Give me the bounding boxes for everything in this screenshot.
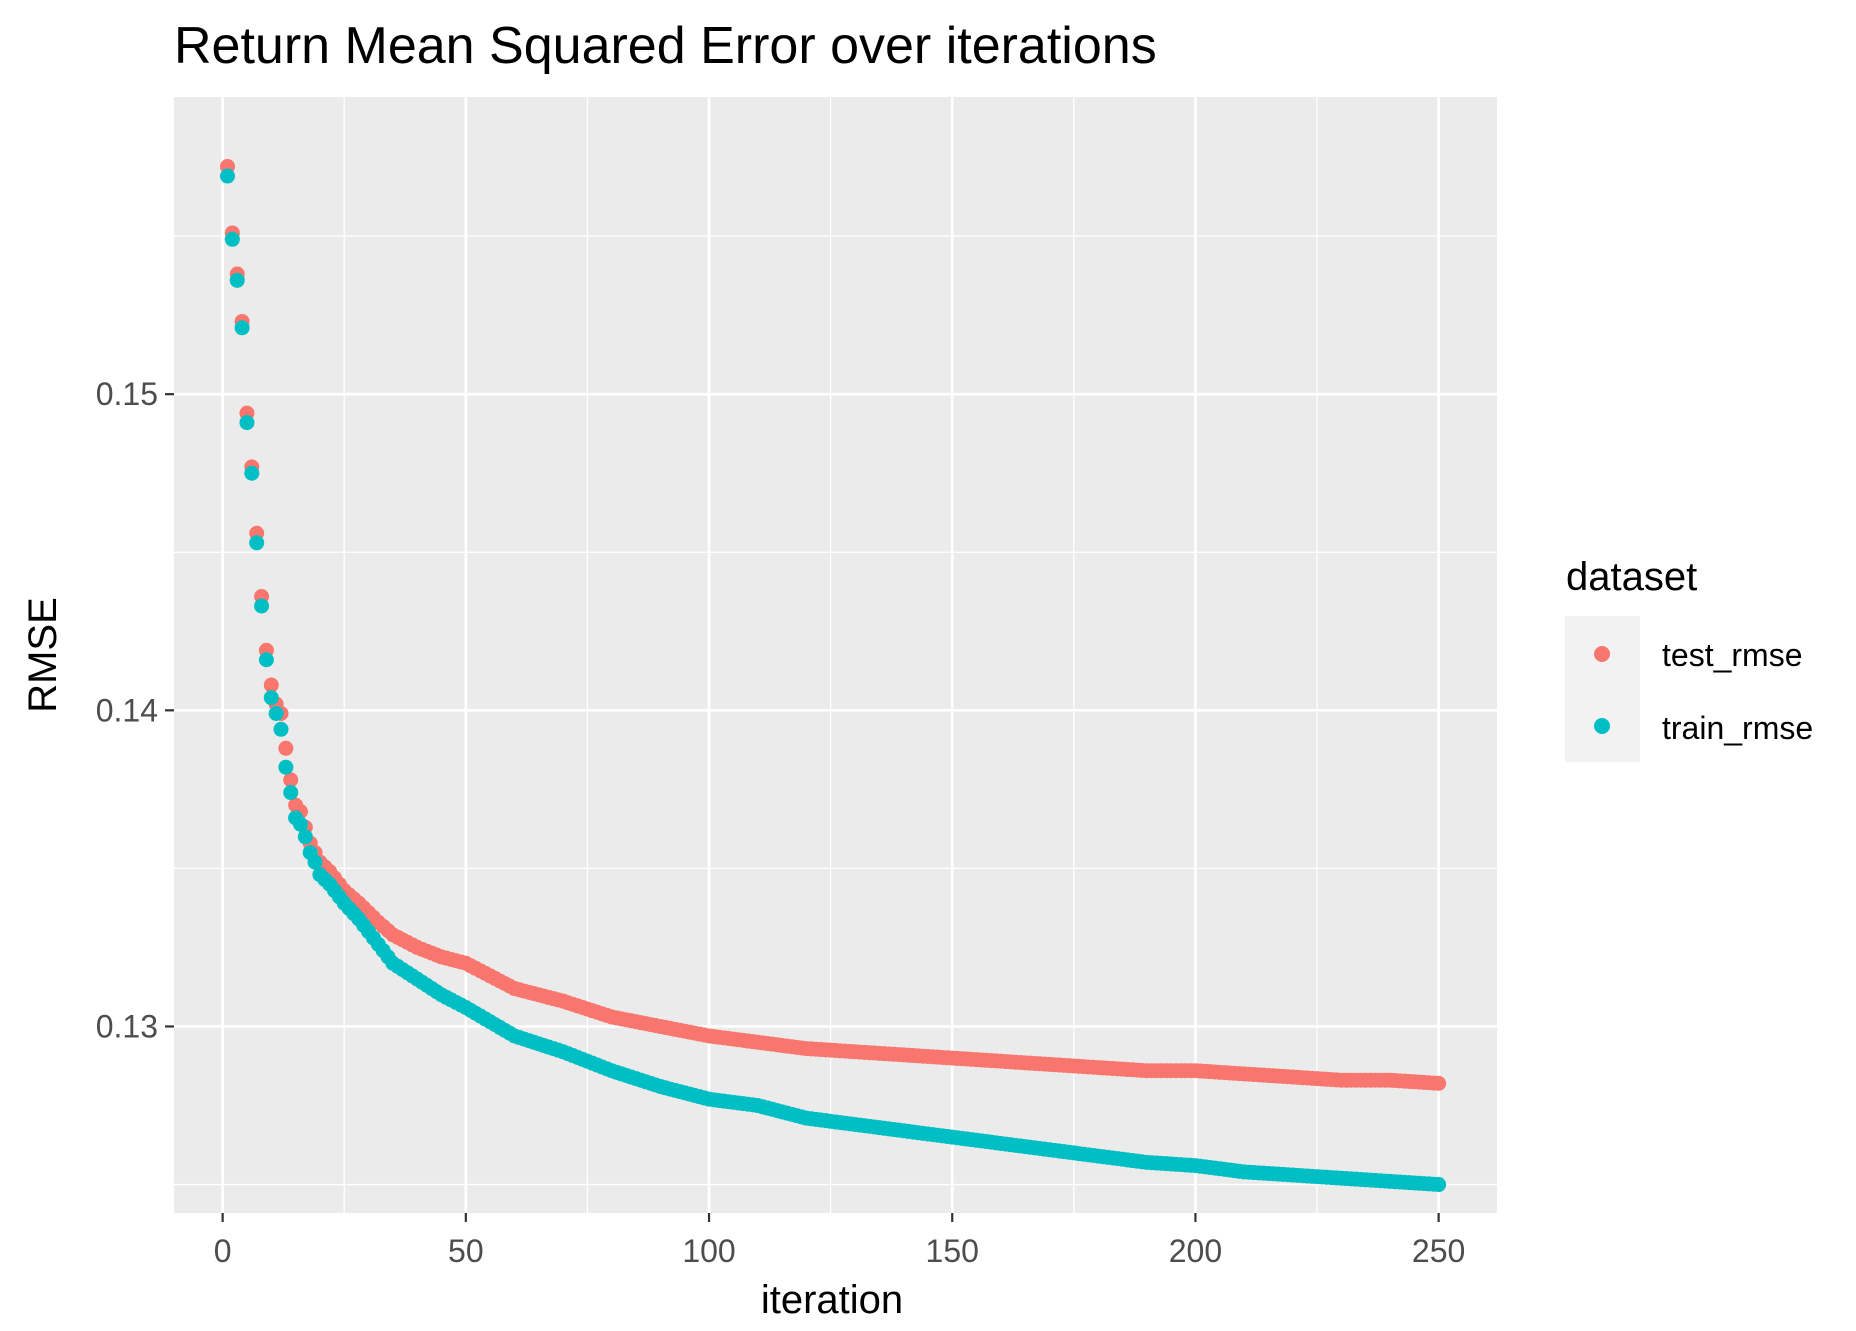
y-tick-label: 0.15	[96, 376, 158, 412]
train-rmse-point	[283, 785, 299, 801]
chart-title: Return Mean Squared Error over iteration…	[174, 17, 1157, 75]
train-rmse-point	[224, 231, 240, 247]
train-rmse-point	[229, 272, 245, 288]
series-train-rmse	[220, 168, 1447, 1193]
x-axis: 0 50 100 150 200 250	[214, 1213, 1465, 1269]
legend-title: dataset	[1566, 555, 1697, 599]
train-rmse-point	[278, 759, 294, 775]
legend-key-test-rmse	[1594, 646, 1610, 662]
x-tick-label: 150	[926, 1233, 979, 1269]
train-rmse-point	[234, 320, 250, 336]
train-rmse-point	[220, 168, 236, 184]
x-axis-title: iteration	[761, 1278, 903, 1322]
y-tick-label: 0.13	[96, 1008, 158, 1044]
train-rmse-point	[307, 854, 323, 870]
test-rmse-point	[278, 740, 294, 756]
train-rmse-point	[268, 705, 284, 721]
x-tick-label: 100	[682, 1233, 735, 1269]
y-axis-title: RMSE	[21, 597, 65, 713]
train-rmse-point	[1431, 1177, 1447, 1193]
train-rmse-point	[239, 415, 255, 431]
test-rmse-point	[1431, 1075, 1447, 1091]
train-rmse-point	[297, 829, 313, 845]
minor-gridlines	[174, 97, 1497, 1213]
test-rmse-point	[263, 677, 279, 693]
x-tick-label: 200	[1169, 1233, 1222, 1269]
legend-key-train-rmse	[1594, 718, 1610, 734]
legend-label-train-rmse: train_rmse	[1662, 710, 1813, 746]
train-rmse-point	[258, 652, 274, 668]
train-rmse-point	[263, 690, 279, 706]
y-tick-label: 0.14	[96, 692, 158, 728]
x-tick-label: 0	[214, 1233, 232, 1269]
train-rmse-point	[244, 465, 260, 481]
train-rmse-point	[254, 598, 270, 614]
legend-key-background	[1565, 616, 1640, 762]
major-gridlines	[174, 97, 1497, 1213]
train-rmse-point	[273, 721, 289, 737]
x-tick-label: 250	[1412, 1233, 1465, 1269]
legend-label-test-rmse: test_rmse	[1662, 637, 1802, 673]
x-tick-label: 50	[448, 1233, 484, 1269]
data-points	[220, 159, 1447, 1193]
y-axis: 0.13 0.14 0.15	[96, 376, 174, 1044]
test-rmse-point	[283, 772, 299, 788]
legend: dataset test_rmse train_rmse	[1565, 555, 1813, 762]
train-rmse-point	[292, 816, 308, 832]
train-rmse-point	[249, 535, 265, 551]
